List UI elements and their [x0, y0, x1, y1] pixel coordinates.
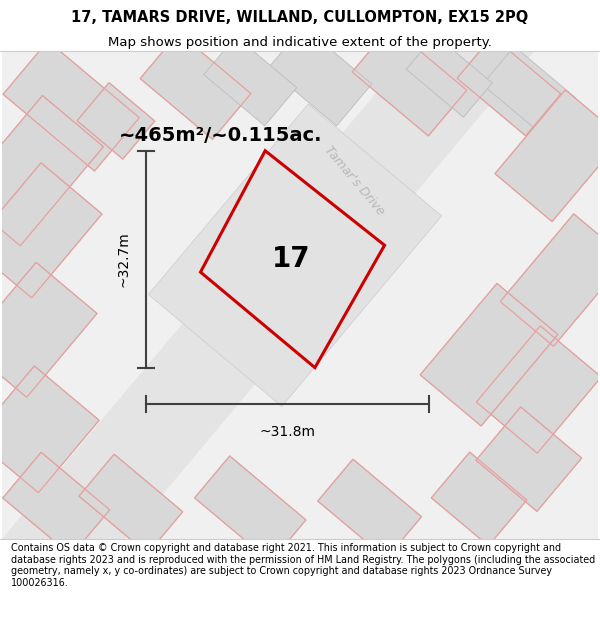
- Polygon shape: [420, 283, 558, 426]
- Polygon shape: [0, 366, 99, 493]
- Polygon shape: [140, 33, 251, 139]
- Text: ~465m²/~0.115ac.: ~465m²/~0.115ac.: [119, 126, 322, 146]
- Polygon shape: [495, 90, 600, 222]
- Polygon shape: [79, 454, 183, 554]
- Polygon shape: [0, 96, 103, 246]
- Text: Contains OS data © Crown copyright and database right 2021. This information is : Contains OS data © Crown copyright and d…: [11, 543, 595, 588]
- Polygon shape: [77, 82, 155, 159]
- Polygon shape: [500, 214, 600, 346]
- Polygon shape: [318, 459, 422, 559]
- Polygon shape: [476, 326, 600, 453]
- Polygon shape: [3, 452, 110, 556]
- Polygon shape: [352, 26, 467, 136]
- Polygon shape: [457, 36, 561, 136]
- Polygon shape: [476, 407, 581, 511]
- Polygon shape: [268, 26, 372, 126]
- Text: Tamar's Drive: Tamar's Drive: [322, 143, 388, 218]
- Polygon shape: [431, 452, 527, 546]
- Polygon shape: [194, 456, 306, 562]
- Polygon shape: [3, 41, 139, 171]
- Text: 17: 17: [272, 245, 311, 273]
- Polygon shape: [204, 36, 297, 126]
- Polygon shape: [406, 35, 492, 118]
- Polygon shape: [0, 163, 102, 298]
- Text: 17, TAMARS DRIVE, WILLAND, CULLOMPTON, EX15 2PQ: 17, TAMARS DRIVE, WILLAND, CULLOMPTON, E…: [71, 10, 529, 25]
- Text: Map shows position and indicative extent of the property.: Map shows position and indicative extent…: [108, 36, 492, 49]
- Polygon shape: [0, 262, 97, 398]
- Text: ~32.7m: ~32.7m: [117, 231, 131, 287]
- Polygon shape: [148, 104, 442, 406]
- Polygon shape: [482, 46, 575, 136]
- Text: ~31.8m: ~31.8m: [260, 425, 316, 439]
